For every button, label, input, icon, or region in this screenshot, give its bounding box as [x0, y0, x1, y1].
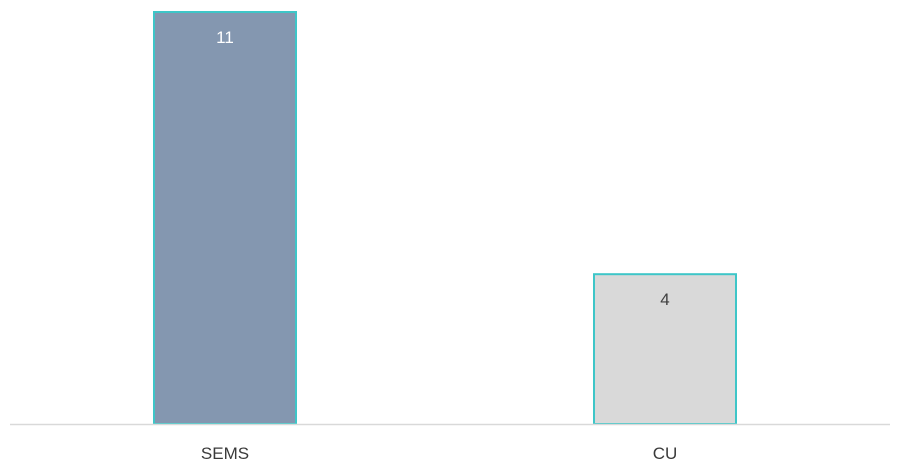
value-label-sems: 11 — [216, 28, 234, 47]
category-label-cu: CU — [653, 444, 678, 463]
category-labels-group: SEMS CU — [201, 444, 677, 463]
value-label-cu: 4 — [660, 290, 669, 309]
bars-group — [153, 11, 737, 426]
bar-sems — [153, 11, 297, 425]
plot-area: 11 4 SEMS CU — [10, 11, 890, 463]
category-label-sems: SEMS — [201, 444, 249, 463]
value-labels-group: 11 4 — [216, 28, 670, 309]
bar-cu — [593, 273, 737, 426]
